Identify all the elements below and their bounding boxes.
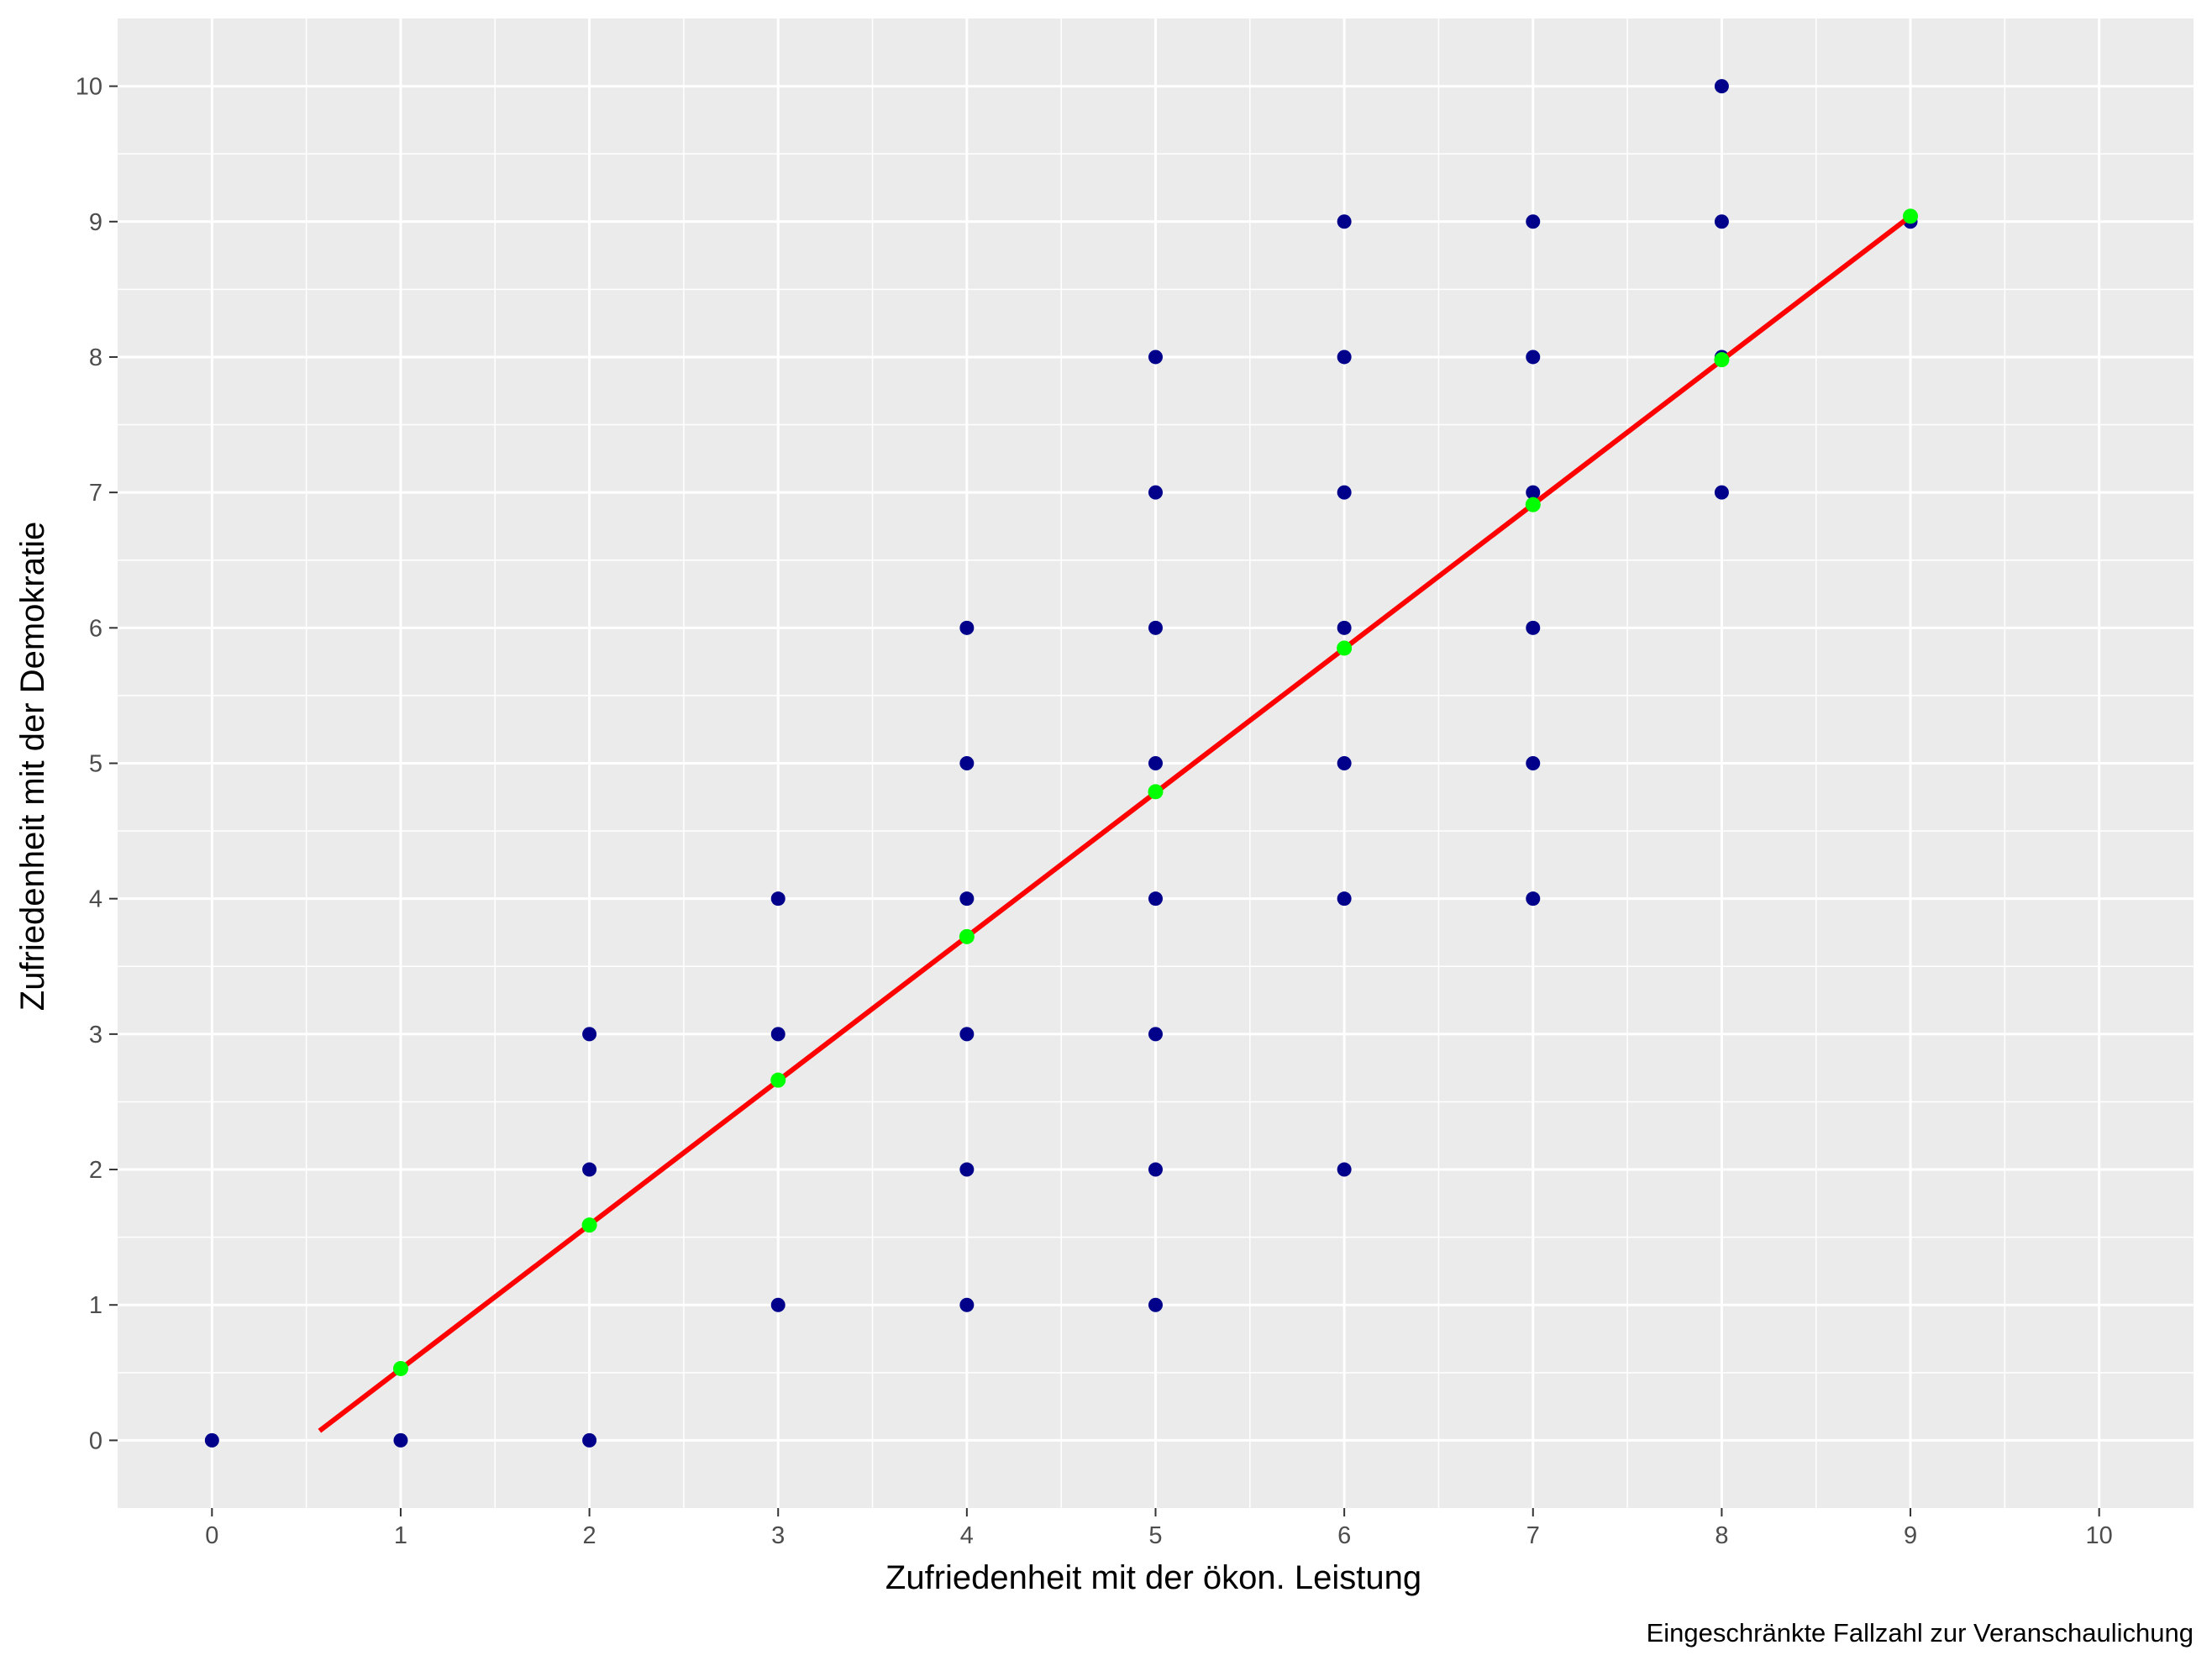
x-tick-label: 6	[1337, 1522, 1351, 1549]
observation-point	[1714, 485, 1729, 500]
observation-point	[1526, 620, 1541, 635]
fitted-value-point	[581, 1217, 597, 1233]
fitted-value-point	[392, 1360, 408, 1376]
observation-point	[1148, 349, 1163, 365]
observation-point	[582, 1432, 597, 1448]
y-tick-label: 8	[89, 344, 102, 371]
observation-point	[204, 1432, 219, 1448]
observation-point	[1148, 485, 1163, 500]
observation-point	[959, 1162, 975, 1177]
x-tick-label: 3	[771, 1522, 785, 1549]
y-tick-label: 0	[89, 1427, 102, 1454]
chart-caption: Eingeschränkte Fallzahl zur Veranschauli…	[1647, 1618, 2194, 1648]
observation-point	[959, 620, 975, 635]
y-tick-label: 10	[76, 74, 102, 101]
observation-point	[770, 1297, 785, 1312]
observation-point	[1337, 1162, 1352, 1177]
observation-point	[1337, 349, 1352, 365]
observation-point	[1526, 756, 1541, 770]
fitted-value-point	[770, 1072, 786, 1088]
y-tick-labels: 0 1 2 3 4 5 6 7 8 9 10	[76, 74, 102, 1455]
observation-point	[1337, 891, 1352, 907]
y-tick-label: 2	[89, 1157, 102, 1184]
x-axis-title: Zufriedenheit mit der ökon. Leistung	[885, 1559, 1421, 1596]
observation-point	[1526, 349, 1541, 365]
observation-point	[582, 1027, 597, 1042]
observation-point	[1337, 214, 1352, 229]
fitted-value-point	[959, 928, 975, 944]
y-tick-label: 1	[89, 1292, 102, 1319]
x-tick-label: 4	[960, 1522, 974, 1549]
fitted-value-point	[1148, 784, 1164, 800]
observation-point	[1148, 756, 1163, 770]
observation-point	[959, 891, 975, 907]
observation-point	[1337, 485, 1352, 500]
observation-point	[1148, 1027, 1163, 1042]
observation-point	[1148, 891, 1163, 907]
observation-point	[1148, 1162, 1163, 1177]
observation-point	[1526, 485, 1541, 500]
fitted-value-points	[392, 208, 1919, 1376]
axis-ticks	[109, 85, 2100, 1516]
fitted-value-point	[1714, 352, 1730, 368]
x-tick-label: 2	[583, 1522, 596, 1549]
x-tick-label: 5	[1148, 1522, 1162, 1549]
x-tick-label: 7	[1526, 1522, 1540, 1549]
observation-point	[770, 891, 785, 907]
observation-point	[1148, 620, 1163, 635]
fitted-value-point	[1337, 640, 1353, 656]
observation-point	[1526, 214, 1541, 229]
observation-point	[959, 1027, 975, 1042]
x-tick-label: 8	[1715, 1522, 1728, 1549]
x-tick-label: 1	[394, 1522, 407, 1549]
x-tick-label: 0	[205, 1522, 218, 1549]
fitted-value-point	[1903, 208, 1919, 224]
observation-point	[770, 1027, 785, 1042]
observation-point	[1148, 1297, 1163, 1312]
observation-point	[582, 1162, 597, 1177]
y-tick-label: 5	[89, 751, 102, 778]
y-tick-label: 9	[89, 209, 102, 236]
fitted-value-point	[1525, 497, 1541, 512]
observation-point	[1526, 891, 1541, 907]
y-axis-title: Zufriedenheit mit der Demokratie	[14, 522, 51, 1011]
y-tick-label: 4	[89, 886, 102, 913]
observation-point	[959, 756, 975, 770]
observation-point	[393, 1432, 408, 1448]
y-tick-label: 3	[89, 1022, 102, 1048]
observation-point	[1714, 79, 1729, 94]
x-tick-label: 9	[1904, 1522, 1917, 1549]
observation-point	[959, 1297, 975, 1312]
x-tick-labels: 0 1 2 3 4 5 6 7 8 9 10	[205, 1522, 2113, 1549]
observation-point	[1714, 214, 1729, 229]
observation-point	[1337, 756, 1352, 770]
observation-point	[1337, 620, 1352, 635]
x-tick-label: 10	[2086, 1522, 2113, 1549]
y-tick-label: 7	[89, 480, 102, 507]
y-tick-label: 6	[89, 615, 102, 642]
